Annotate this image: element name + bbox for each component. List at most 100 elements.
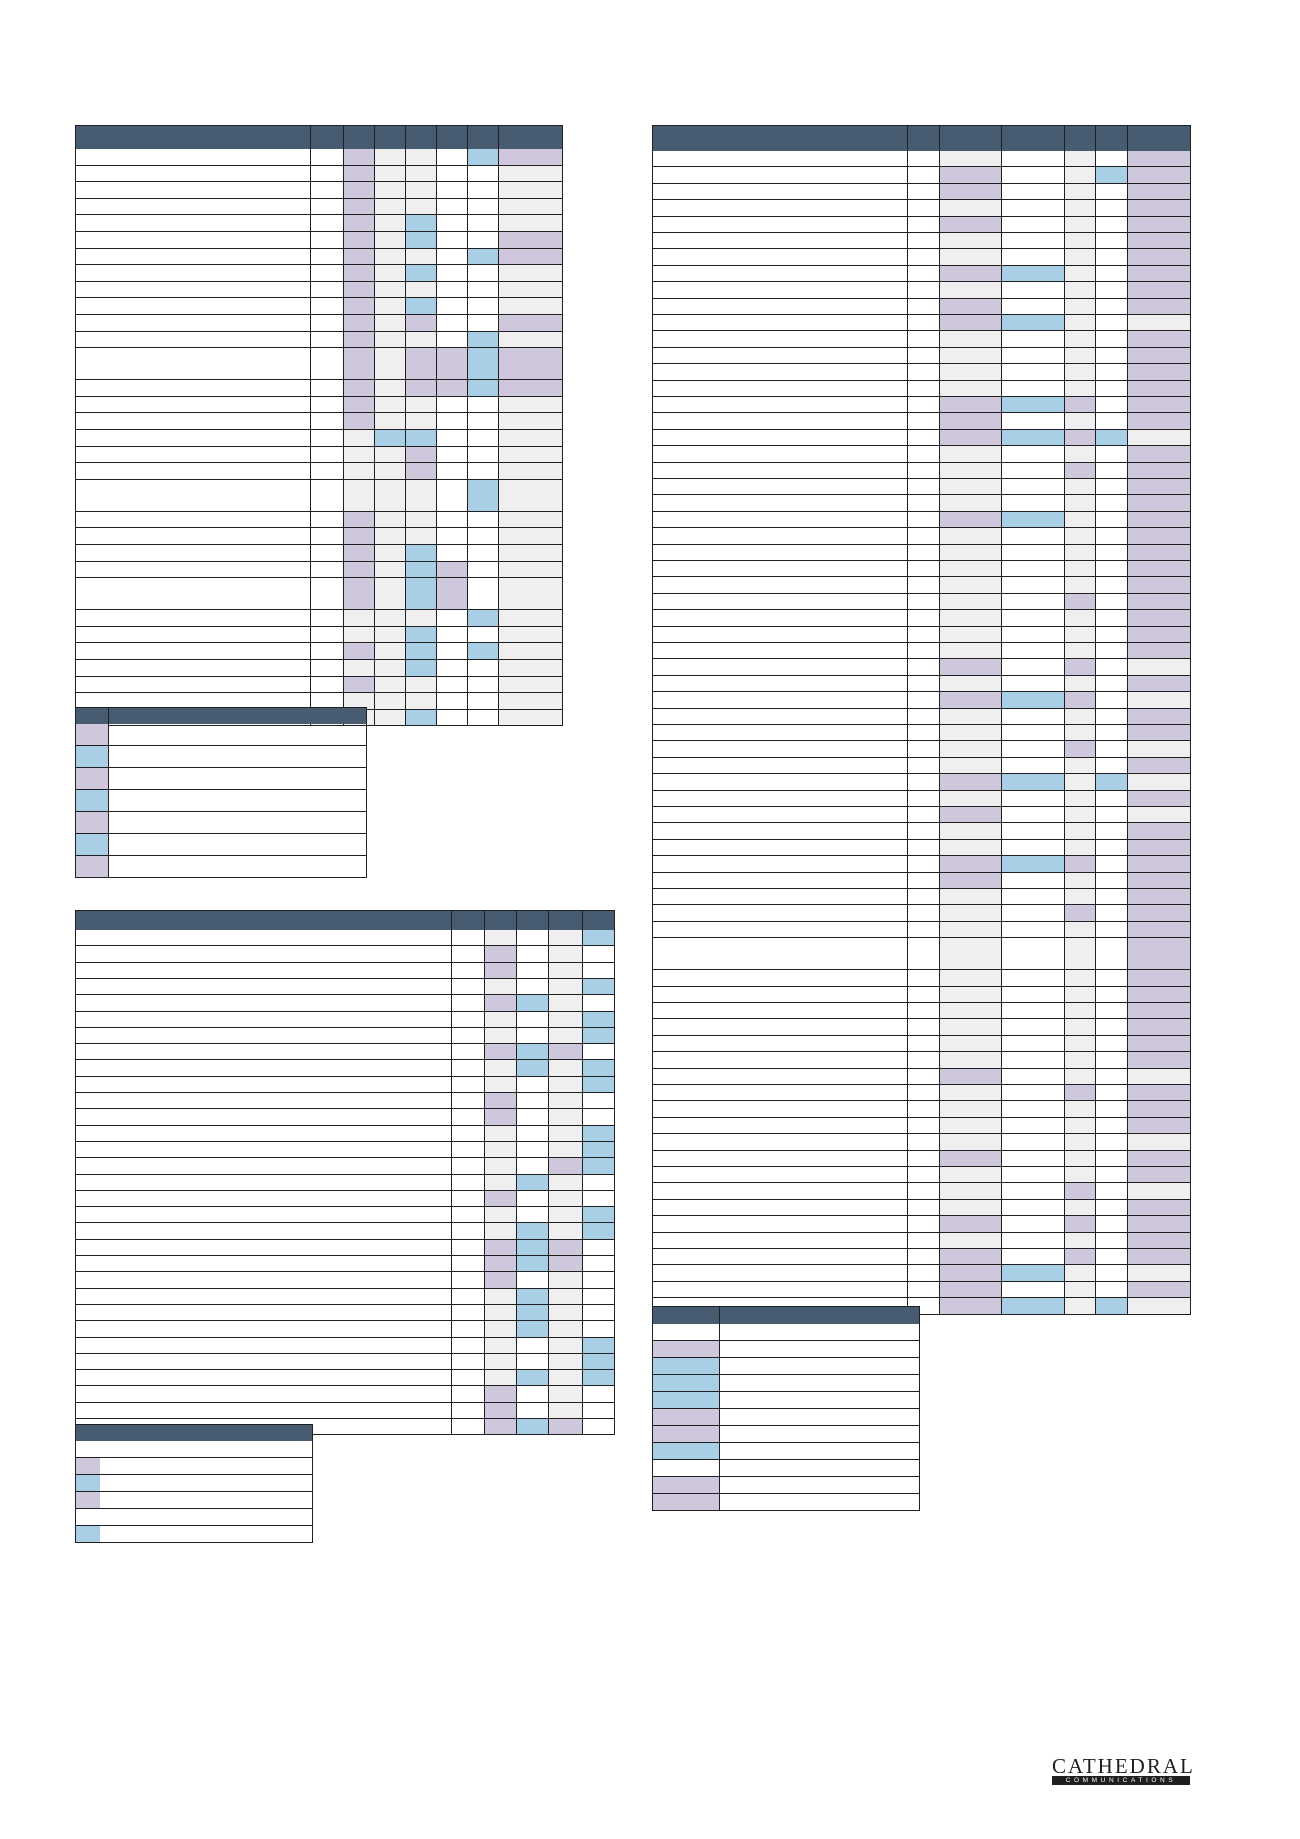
legend-swatch xyxy=(682,1358,720,1375)
table-cell xyxy=(1064,561,1095,578)
table-cell xyxy=(548,1027,582,1045)
table-cell xyxy=(436,265,467,282)
table-cell xyxy=(1127,610,1191,627)
table-cell xyxy=(1095,331,1127,348)
table-cell xyxy=(1127,249,1191,266)
table-cell xyxy=(1127,643,1191,660)
table-cell xyxy=(467,511,498,529)
table-cell xyxy=(467,165,498,183)
row-divider xyxy=(652,1493,920,1494)
table-cell xyxy=(1127,265,1191,283)
table-cell xyxy=(1127,1035,1191,1053)
table-cell xyxy=(582,1011,615,1028)
table-cell xyxy=(1064,986,1095,1003)
table-cell xyxy=(1127,446,1191,463)
table-cell xyxy=(516,1321,548,1338)
legend-swatch xyxy=(75,768,108,790)
row-divider xyxy=(75,811,367,812)
table-cell xyxy=(548,1158,582,1175)
table-cell xyxy=(516,1060,548,1077)
table-cell xyxy=(582,1027,615,1045)
row-divider xyxy=(652,428,1191,430)
table-cell xyxy=(1001,626,1064,643)
row-divider xyxy=(652,396,1191,397)
table-cell xyxy=(939,1003,1001,1020)
table-cell xyxy=(1001,659,1064,676)
table-cell xyxy=(939,921,1001,939)
row-divider xyxy=(75,1491,313,1492)
table-cell xyxy=(467,298,498,315)
row-divider xyxy=(75,789,367,790)
table-cell xyxy=(582,1093,615,1110)
row-divider xyxy=(652,740,1191,742)
table-cell xyxy=(1095,708,1127,725)
table-cell xyxy=(1001,889,1064,906)
table-cell xyxy=(1127,856,1191,873)
table-cell xyxy=(548,1256,582,1273)
table-cell xyxy=(1095,725,1127,742)
table-cell xyxy=(939,1117,1001,1135)
row-divider xyxy=(75,231,563,232)
table-cell xyxy=(1095,298,1127,315)
row-divider xyxy=(652,1231,1191,1233)
table-cell xyxy=(1001,1019,1064,1036)
table-cell xyxy=(405,643,436,660)
table-cell xyxy=(548,1288,582,1305)
table-cell xyxy=(582,1256,615,1273)
row-divider xyxy=(75,462,563,464)
table-cell xyxy=(374,298,405,315)
table-cell xyxy=(1064,249,1095,266)
table-cell xyxy=(1001,151,1064,168)
table-cell xyxy=(582,1109,615,1126)
table-cell xyxy=(939,986,1001,1003)
table-cell xyxy=(582,1337,615,1354)
table-cell xyxy=(374,463,405,480)
table-cell xyxy=(939,216,1001,233)
table-cell xyxy=(1001,561,1064,578)
table-cell xyxy=(1001,216,1064,233)
table-cell xyxy=(1095,479,1127,496)
table-cell xyxy=(582,1419,615,1436)
table-cell xyxy=(343,660,374,677)
column-divider xyxy=(548,910,549,1436)
table-cell xyxy=(516,1353,548,1371)
row-divider xyxy=(652,1034,1191,1036)
table-cell xyxy=(1064,282,1095,299)
table-cell xyxy=(582,1174,615,1191)
row-divider xyxy=(75,1287,615,1289)
table-cell xyxy=(939,856,1001,873)
legend-swatch xyxy=(75,724,108,746)
table-cell xyxy=(484,1207,516,1224)
table-cell xyxy=(582,1353,615,1371)
table-cell xyxy=(484,1125,516,1142)
table-cell xyxy=(939,938,1001,971)
table-cell xyxy=(939,593,1001,611)
table-cell xyxy=(1001,249,1064,266)
table-cell xyxy=(343,479,374,512)
table-cell xyxy=(1095,1265,1127,1282)
table-cell xyxy=(1095,528,1127,545)
row-divider xyxy=(652,707,1191,709)
table-cell xyxy=(405,281,436,299)
legend-header xyxy=(75,707,367,724)
table-cell xyxy=(939,183,1001,201)
table-cell xyxy=(498,265,563,282)
table-cell xyxy=(436,430,467,447)
table-cell xyxy=(1064,1232,1095,1249)
table-cell xyxy=(939,1167,1001,1184)
table-cell xyxy=(582,1207,615,1224)
table-cell xyxy=(498,660,563,677)
row-divider xyxy=(75,297,563,299)
table-cell xyxy=(1064,643,1095,660)
table-cell xyxy=(1095,1019,1127,1036)
table-cell xyxy=(1064,1134,1095,1151)
table-cell xyxy=(498,413,563,430)
table-cell xyxy=(516,1109,548,1126)
row-divider xyxy=(652,543,1191,545)
table-cell xyxy=(1064,675,1095,693)
table-cell xyxy=(436,396,467,414)
table-cell xyxy=(498,315,563,332)
row-divider xyxy=(652,1166,1191,1167)
legend-swatch xyxy=(652,1494,682,1511)
row-divider xyxy=(75,379,563,381)
